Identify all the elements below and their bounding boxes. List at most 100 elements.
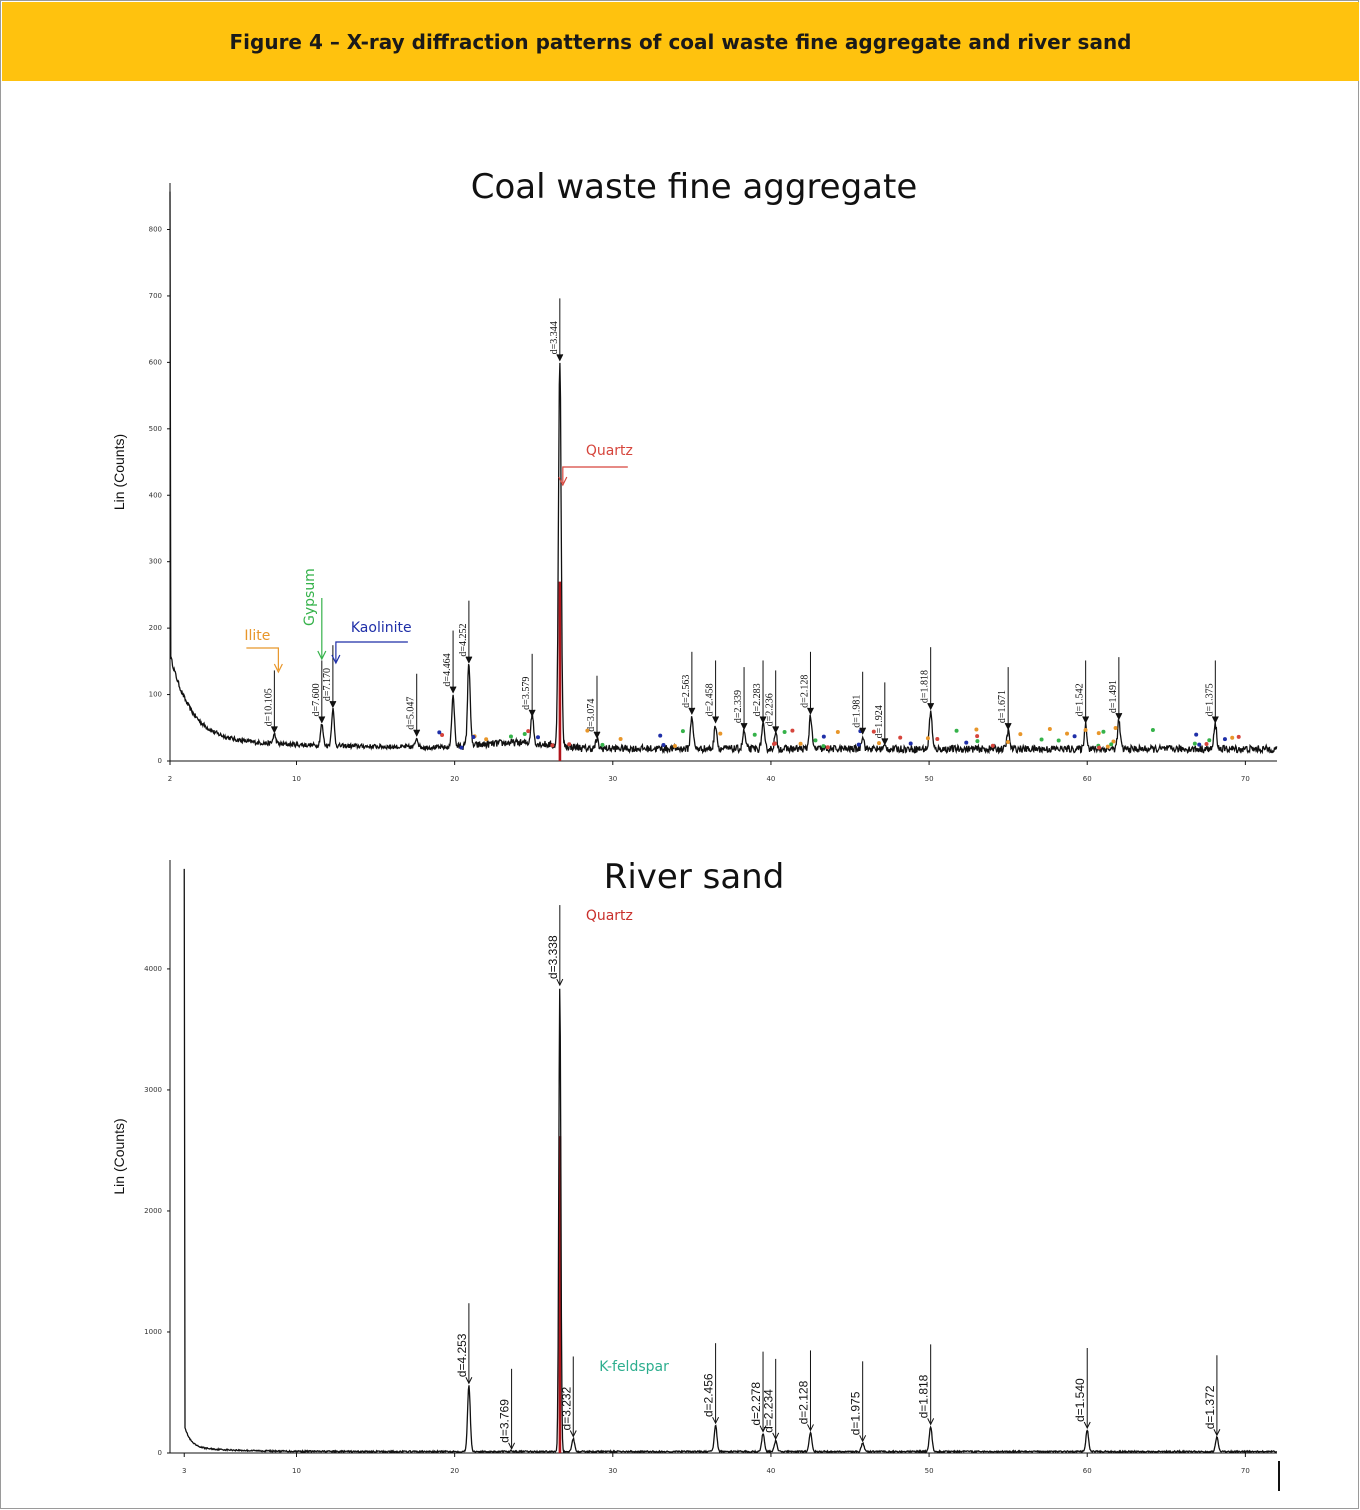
- peak-d-spacing-label: d=2.236: [765, 693, 776, 726]
- peak-arrow-head: [859, 1435, 867, 1443]
- peak-arrow-head: [1211, 716, 1219, 724]
- phase-marker-dot: [1047, 727, 1052, 732]
- x-tick-label: 30: [608, 775, 617, 783]
- phase-marker-dot: [771, 742, 776, 747]
- peak-arrow-head: [712, 716, 720, 724]
- y-tick-label: 600: [149, 358, 162, 366]
- phase-marker-dot: [871, 729, 876, 734]
- y-tick-label: 0: [158, 757, 162, 765]
- phase-marker-dot: [1192, 741, 1197, 746]
- x-tick-label: 60: [1083, 1467, 1092, 1475]
- y-tick-label: 500: [149, 425, 162, 433]
- phase-marker-dot: [680, 729, 685, 734]
- peak-d-spacing-label: d=2.234: [762, 1389, 776, 1433]
- chart-title: River sand: [604, 857, 785, 897]
- peak-d-spacing-label: d=1.818: [917, 1374, 931, 1418]
- phase-marker-dot: [1230, 735, 1235, 740]
- peak-d-spacing-label: d=1.540: [1073, 1378, 1087, 1422]
- phase-marker-dot: [1194, 732, 1199, 737]
- chart-coal-waste: Coal waste fine aggregate Lin (Counts) 0 10…: [111, 167, 1278, 783]
- peak-d-spacing-label: d=2.278: [749, 1382, 763, 1426]
- phase-marker-dot: [974, 727, 979, 732]
- phase-marker-dot: [718, 731, 723, 736]
- y-tick-label: 400: [149, 491, 162, 499]
- phase-arrow-kaolinite: [335, 641, 408, 662]
- y-tick-label: 2000: [144, 1207, 162, 1215]
- peak-d-spacing-label: d=7.600: [311, 683, 322, 716]
- peak-arrow-head: [465, 656, 473, 664]
- y-tick-label: 800: [149, 226, 162, 234]
- peak-d-spacing-label: d=1.372: [1203, 1385, 1217, 1429]
- peak-d-spacing-label: d=2.283: [752, 683, 763, 716]
- x-tick-label: 50: [925, 775, 934, 783]
- peak-d-spacing-label: d=3.579: [521, 677, 532, 710]
- peak-d-spacing-label: d=2.128: [796, 1380, 810, 1424]
- x-tick-label: 30: [608, 1467, 617, 1475]
- phase-marker-dot: [1111, 739, 1116, 744]
- peak-d-spacing-label: d=10.105: [263, 688, 274, 726]
- phase-marker-dot: [925, 736, 930, 741]
- peak-d-spacing-label: d=1.671: [997, 690, 1008, 723]
- phase-marker-dot: [1072, 734, 1077, 739]
- peak-arrow-head: [772, 726, 780, 734]
- phase-marker-dot: [975, 739, 980, 744]
- peak-arrow-head: [1115, 712, 1123, 721]
- phase-marker-dot: [535, 735, 540, 740]
- peak-arrow-head: [1083, 1421, 1091, 1430]
- xrd-trace: [169, 191, 1278, 755]
- phase-label-kaolinite: Kaolinite: [351, 620, 412, 636]
- x-tick-label: 20: [450, 775, 459, 783]
- phase-marker-dot: [1096, 731, 1101, 736]
- x-tick-label: 3: [182, 1467, 186, 1475]
- peak-d-spacing-label: d=4.253: [455, 1333, 469, 1377]
- peak-d-spacing-label: d=4.252: [458, 624, 469, 657]
- phase-marker-dot: [672, 743, 677, 748]
- phase-marker-dot: [1018, 732, 1023, 737]
- xrd-trace: [183, 868, 1278, 1454]
- phase-marker-dot: [1039, 737, 1044, 742]
- peak-arrow-head: [859, 727, 867, 735]
- peak-arrow-head: [807, 1424, 814, 1432]
- x-tick-label: 10: [292, 1467, 301, 1475]
- peak-arrow-head: [1213, 1429, 1221, 1437]
- phase-marker-dot: [975, 734, 980, 739]
- phase-marker-dot: [1005, 739, 1010, 744]
- phase-marker-dot: [990, 743, 995, 748]
- phase-marker-dot: [484, 737, 489, 742]
- y-tick-label: 100: [149, 691, 162, 699]
- peak-d-spacing-label: d=1.818: [920, 670, 931, 703]
- x-tick-label: 10: [292, 775, 301, 783]
- phase-marker-dot: [877, 741, 882, 746]
- y-tick-label: 3000: [144, 1086, 162, 1094]
- phase-marker-dot: [471, 734, 476, 739]
- peak-arrow-head: [465, 1377, 473, 1385]
- phase-marker-dot: [935, 736, 940, 741]
- phase-marker-dot: [1236, 734, 1241, 739]
- phase-label-quartz: Quartz: [586, 443, 633, 459]
- phase-marker-dot: [585, 728, 590, 733]
- peak-arrow-head: [927, 1418, 935, 1426]
- peak-arrow-head: [759, 1425, 767, 1433]
- phase-marker-dot: [821, 734, 826, 739]
- phase-marker-dot: [1105, 744, 1110, 749]
- peak-arrow-head: [688, 707, 696, 715]
- phase-marker-dot: [522, 732, 527, 737]
- phase-marker-dot: [550, 743, 555, 748]
- peak-d-spacing-label: d=1.542: [1075, 683, 1086, 716]
- phase-marker-dot: [856, 742, 861, 747]
- peak-d-spacing-label: d=3.344: [549, 321, 560, 354]
- y-tick-label: 300: [149, 558, 162, 566]
- quartz-reference-stick: [558, 581, 562, 761]
- peak-arrow-head: [449, 686, 457, 694]
- xrd-figure: Coal waste fine aggregate Lin (Counts) 0 10…: [111, 167, 1280, 1491]
- peak-d-spacing-label: d=1.975: [849, 1391, 863, 1435]
- peak-arrow-head: [1004, 722, 1012, 731]
- peak-d-spacing-label: d=2.339: [733, 690, 744, 723]
- peak-d-spacing-label: d=3.338: [546, 935, 560, 979]
- phase-label-gypsum: Gypsum: [302, 568, 318, 626]
- peak-d-spacing-label: d=2.563: [681, 675, 692, 708]
- peak-arrow-head: [556, 978, 564, 987]
- x-tick-label: 2: [168, 775, 172, 783]
- phase-marker-dot: [658, 733, 663, 738]
- peak-arrow-head: [528, 709, 536, 717]
